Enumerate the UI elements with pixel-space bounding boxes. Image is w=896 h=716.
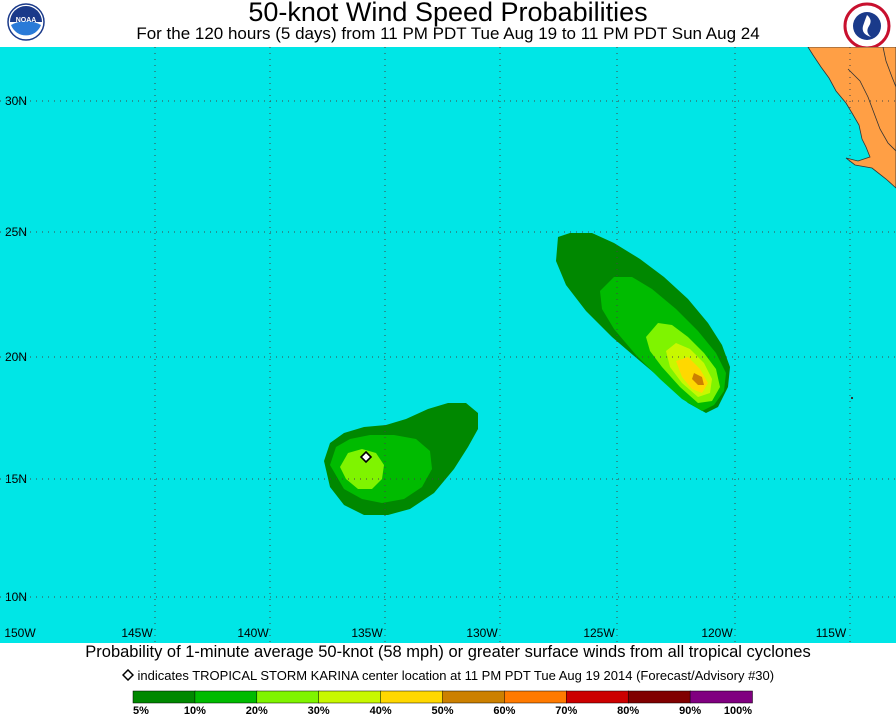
legend-swatch (132, 690, 196, 704)
lat-label: 20N (5, 350, 27, 364)
legend-label: 90% (679, 705, 701, 716)
land-baja-gulf-edge (847, 68, 896, 152)
legend-label: 5% (133, 705, 149, 716)
nws-logo (843, 2, 891, 50)
probability-area-east (556, 233, 730, 413)
lon-label: 120W (701, 626, 733, 640)
wind-probability-map: 30N 25N 20N 15N 10N 150W 145W 140W 135W … (0, 47, 896, 643)
noaa-logo: NOAA (7, 3, 45, 41)
storm-center-diamond-marker (359, 450, 373, 464)
storm-marker-note-text: indicates TROPICAL STORM KARINA center l… (137, 668, 775, 683)
legend-swatch (504, 690, 568, 704)
ocean-background (0, 47, 896, 643)
legend-swatch (566, 690, 629, 704)
lon-label: 130W (466, 626, 498, 640)
lat-label: 30N (5, 94, 27, 108)
map-caption: Probability of 1-minute average 50-knot … (85, 643, 811, 661)
land-mainland-mexico (882, 47, 896, 88)
legend-swatch (256, 690, 320, 704)
diamond-marker-icon (121, 668, 134, 682)
probability-legend: 5% 10% 20% 30% 40% 50% 60% 70% 80% 90% 100% (132, 690, 753, 716)
lon-label: 135W (351, 626, 383, 640)
legend-label: 70% (555, 705, 577, 716)
legend-label: 40% (370, 705, 392, 716)
legend-label: 60% (493, 705, 515, 716)
legend-swatch (318, 690, 382, 704)
legend-swatch (627, 690, 691, 704)
lon-label: 115W (816, 626, 847, 640)
land-mexico (807, 47, 896, 189)
legend-label: 20% (246, 705, 268, 716)
legend-swatch (442, 690, 506, 704)
legend-swatch (194, 690, 258, 704)
lon-label: 150W (4, 626, 36, 640)
legend-label: 80% (617, 705, 639, 716)
page-title: 50-knot Wind Speed Probabilities (248, 0, 648, 27)
lon-label: 140W (237, 626, 269, 640)
legend-swatch (380, 690, 444, 704)
legend-label: 30% (308, 705, 330, 716)
storm-marker-note: indicates TROPICAL STORM KARINA center l… (0, 668, 896, 683)
legend-label: 10% (184, 705, 206, 716)
legend-label: 50% (431, 705, 453, 716)
lat-label: 15N (5, 472, 27, 486)
legend-swatch (689, 690, 753, 704)
land-island (851, 397, 853, 399)
lon-label: 145W (121, 626, 153, 640)
noaa-logo-text: NOAA (16, 17, 37, 24)
lat-label: 25N (5, 225, 27, 239)
page-subtitle: For the 120 hours (5 days) from 11 PM PD… (136, 24, 760, 43)
lat-label: 10N (5, 590, 27, 604)
legend-label: 100% (724, 705, 752, 716)
lon-label: 125W (583, 626, 615, 640)
